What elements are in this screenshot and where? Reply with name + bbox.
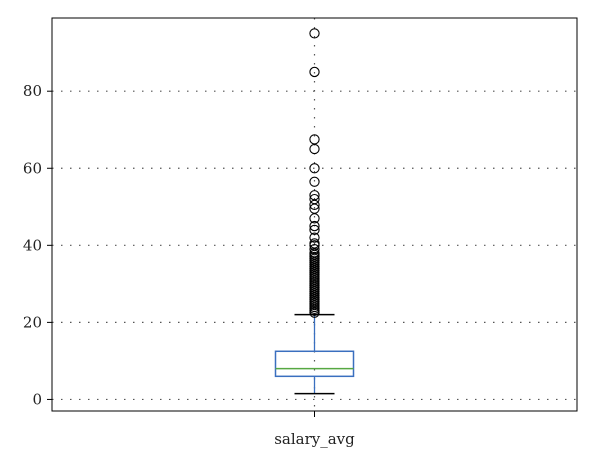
outlier-point [309, 224, 320, 236]
outlier-point [309, 220, 320, 232]
outlier-point [309, 193, 320, 205]
plot-frame [51, 17, 578, 412]
outlier-point [309, 232, 320, 243]
outlier-points [309, 28, 320, 318]
box-iqr [274, 350, 355, 378]
outlier-point [309, 66, 320, 78]
x-tick-label-0: salary_avg [274, 430, 355, 448]
outlier-point [309, 244, 320, 255]
y-tick-label-60: 60 [23, 159, 42, 177]
y-axis: 0 20 40 60 80 [23, 82, 52, 408]
outlier-point [309, 238, 320, 249]
outlier-point [309, 134, 320, 145]
x-axis: salary_avg [274, 411, 355, 448]
y-tick-label-0: 0 [32, 390, 42, 408]
outlier-point [309, 28, 320, 39]
y-tick-label-80: 80 [23, 82, 42, 100]
outlier-point [309, 163, 320, 174]
outlier-point [309, 176, 320, 187]
outlier-point [309, 143, 320, 155]
outlier-point [309, 190, 320, 201]
box-plot-series [274, 313, 355, 395]
y-tick-label-20: 20 [23, 313, 42, 331]
y-tick-label-40: 40 [23, 236, 42, 254]
